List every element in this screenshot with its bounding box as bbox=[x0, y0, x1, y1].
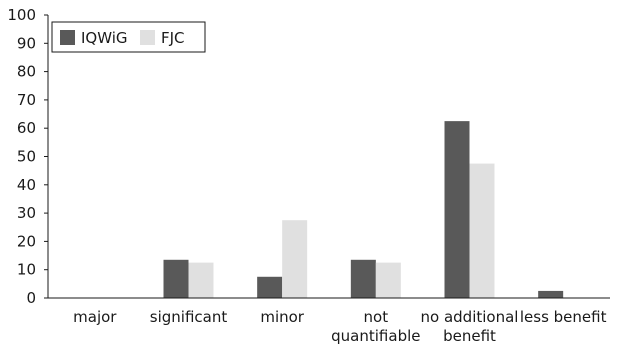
axes-layer: 0 10 20 30 40 50 60 70 80 90 100 major significant mi… bbox=[7, 6, 610, 345]
bar-iqwig-3 bbox=[350, 259, 376, 298]
y-tick-label: 30 bbox=[17, 204, 36, 222]
legend-swatch-fjc bbox=[140, 30, 155, 45]
y-tick-label: 0 bbox=[26, 289, 36, 307]
bar-fjc-3 bbox=[375, 262, 401, 298]
x-category-label: significant bbox=[150, 308, 228, 326]
y-tick-label: 10 bbox=[17, 261, 36, 279]
legend-box bbox=[51, 21, 206, 53]
legend-swatch-iqwig bbox=[60, 30, 75, 45]
y-tick-label: 80 bbox=[17, 63, 36, 81]
bar-iqwig-4 bbox=[444, 121, 470, 298]
bar-iqwig-1 bbox=[163, 259, 189, 298]
x-category-label: major bbox=[73, 308, 117, 326]
y-tick-label: 90 bbox=[17, 34, 36, 52]
bar-fjc-2 bbox=[282, 220, 308, 298]
y-tick-label: 40 bbox=[17, 176, 36, 194]
legend-label-iqwig: IQWiG bbox=[81, 29, 128, 47]
bars-layer bbox=[163, 121, 564, 298]
y-tick-label: 100 bbox=[7, 6, 36, 24]
bar-fjc-1 bbox=[188, 262, 214, 298]
bar-fjc-4 bbox=[469, 163, 495, 298]
y-tick-label: 50 bbox=[17, 148, 36, 166]
x-category-label: benefit bbox=[443, 327, 496, 345]
legend-label-fjc: FJC bbox=[161, 29, 185, 47]
y-tick-label: 20 bbox=[17, 232, 36, 250]
legend: IQWiG FJC bbox=[51, 21, 206, 53]
x-category-label: quantifiable bbox=[331, 327, 420, 345]
bar-iqwig-2 bbox=[257, 276, 283, 298]
x-category-label: less benefit bbox=[520, 308, 607, 326]
y-tick-label: 70 bbox=[17, 91, 36, 109]
y-tick-label: 60 bbox=[17, 119, 36, 137]
x-category-label: not bbox=[364, 308, 389, 326]
x-category-label: no additional bbox=[421, 308, 519, 326]
bar-iqwig-5 bbox=[538, 290, 564, 298]
x-category-label: minor bbox=[260, 308, 304, 326]
